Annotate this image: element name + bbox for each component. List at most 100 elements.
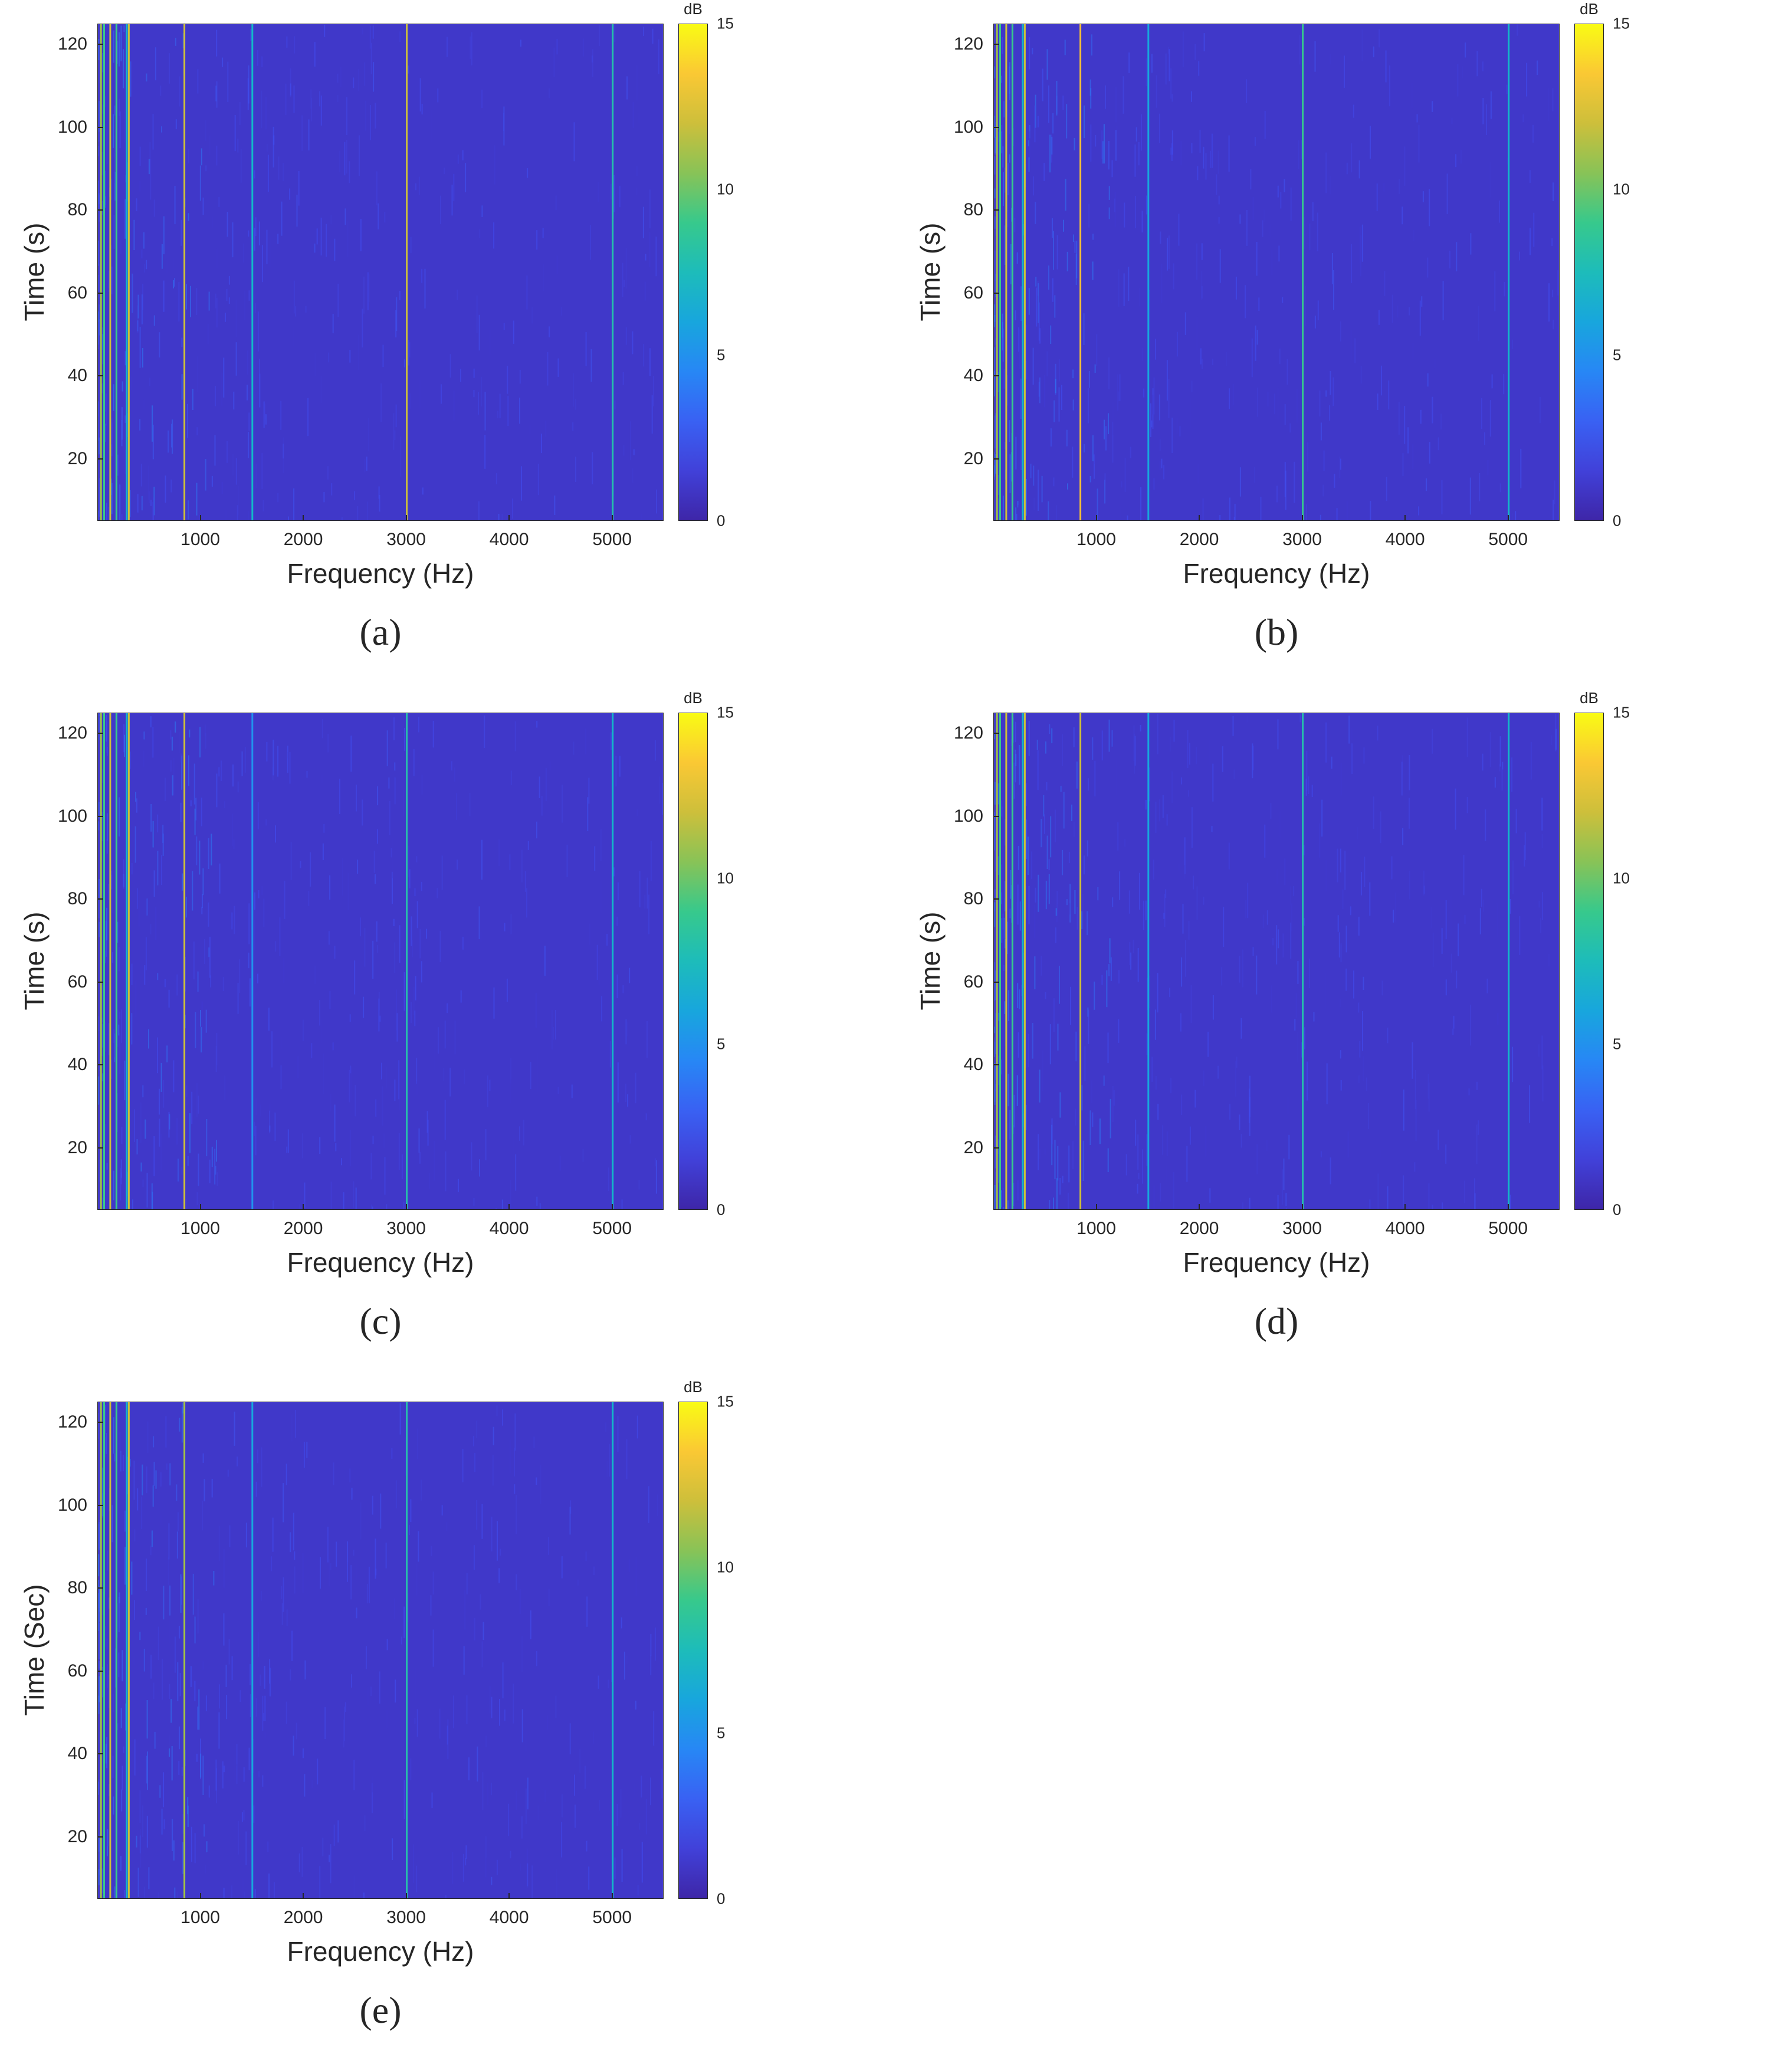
- spectral-line: [1012, 24, 1013, 521]
- x-tick-label: 3000: [386, 1908, 426, 1928]
- x-tick-label: 4000: [490, 1908, 529, 1928]
- colorbar-tick-label: 15: [717, 1393, 734, 1411]
- x-tick-label: 1000: [180, 1908, 220, 1928]
- x-axis-label: Frequency (Hz): [993, 1246, 1560, 1278]
- x-tick-label: 2000: [284, 1908, 323, 1928]
- y-tick-mark: [97, 44, 103, 45]
- colorbar-tick-label: 15: [1613, 15, 1630, 33]
- spectral-line: [126, 713, 127, 1210]
- x-tick-label: 1000: [180, 1219, 220, 1239]
- plot-area: [993, 713, 1560, 1210]
- y-tick-label: 40: [896, 1055, 983, 1075]
- y-tick-mark: [993, 1147, 999, 1149]
- x-tick-mark: [406, 1893, 407, 1899]
- spectral-line: [251, 1402, 253, 1899]
- x-tick-mark: [508, 1204, 510, 1210]
- y-tick-mark: [97, 209, 103, 211]
- spectral-line: [1079, 24, 1081, 521]
- y-tick-label: 100: [896, 117, 983, 137]
- x-tick-mark: [612, 1204, 613, 1210]
- spectrogram-image: [98, 24, 664, 521]
- y-tick-label: 20: [896, 449, 983, 469]
- y-tick-mark: [993, 375, 999, 376]
- y-tick-mark: [97, 1505, 103, 1506]
- y-tick-mark: [97, 1587, 103, 1589]
- spectral-line: [1024, 713, 1026, 1210]
- spectrogram-image: [994, 24, 1560, 521]
- panel-caption: (d): [993, 1300, 1560, 1343]
- spectral-line: [251, 24, 253, 521]
- y-tick-label: 40: [896, 366, 983, 386]
- spectrogram-image: [994, 713, 1560, 1210]
- y-tick-mark: [97, 1671, 103, 1672]
- y-tick-label: 120: [896, 34, 983, 54]
- y-tick-mark: [97, 293, 103, 294]
- y-tick-mark: [97, 733, 103, 734]
- y-tick-mark: [993, 816, 999, 817]
- x-tick-mark: [1199, 1204, 1200, 1210]
- spectral-line: [1147, 713, 1149, 1210]
- x-tick-mark: [508, 1893, 510, 1899]
- x-tick-mark: [1404, 515, 1406, 521]
- x-tick-label: 5000: [592, 1219, 632, 1239]
- x-tick-label: 2000: [1180, 530, 1219, 550]
- plot-area: [97, 24, 664, 521]
- colorbar-tick-label: 10: [717, 870, 734, 888]
- y-axis-label: Time (s): [18, 223, 50, 321]
- colorbar-tick-label: 5: [717, 1724, 725, 1743]
- spectral-line: [126, 24, 127, 521]
- x-tick-mark: [508, 515, 510, 521]
- x-tick-label: 2000: [284, 530, 323, 550]
- x-tick-mark: [200, 1893, 201, 1899]
- x-tick-label: 5000: [1488, 530, 1528, 550]
- spectral-line: [1005, 24, 1007, 521]
- colorbar-tick-label: 15: [717, 15, 734, 33]
- panel-caption: (e): [97, 1989, 664, 2032]
- y-tick-label: 120: [0, 1412, 87, 1432]
- colorbar-tick-label: 0: [717, 1201, 725, 1219]
- colorbar-tick-label: 10: [717, 181, 734, 199]
- spectral-line: [109, 713, 111, 1210]
- colorbar-tick-label: 0: [717, 512, 725, 530]
- spectrogram-image: [98, 713, 664, 1210]
- x-tick-mark: [200, 515, 201, 521]
- y-tick-label: 20: [896, 1138, 983, 1158]
- y-tick-mark: [97, 1836, 103, 1838]
- spectral-line: [183, 24, 185, 521]
- spectrogram-background: [98, 713, 664, 1210]
- spectral-line: [1302, 24, 1304, 521]
- colorbar-tick-label: 5: [1613, 346, 1621, 365]
- y-tick-mark: [993, 1064, 999, 1065]
- plot-area: [97, 1402, 664, 1899]
- colorbar: [1574, 24, 1604, 521]
- x-tick-mark: [303, 1893, 304, 1899]
- spectral-line: [1022, 713, 1023, 1210]
- spectral-line: [406, 1402, 408, 1899]
- colorbar-tick-label: 10: [1613, 870, 1630, 888]
- y-tick-label: 40: [0, 1055, 87, 1075]
- colorbar: [678, 24, 708, 521]
- spectral-line: [103, 24, 105, 521]
- colorbar-tick-label: 15: [717, 704, 734, 722]
- spectral-line: [1079, 713, 1081, 1210]
- panel-caption: (a): [97, 611, 664, 654]
- colorbar-unit-label: dB: [678, 0, 708, 18]
- colorbar: [678, 713, 708, 1210]
- spectral-line: [406, 713, 408, 1210]
- x-tick-label: 3000: [386, 530, 426, 550]
- spectral-line: [251, 713, 253, 1210]
- y-tick-mark: [97, 816, 103, 817]
- colorbar: [1574, 713, 1604, 1210]
- x-axis-label: Frequency (Hz): [97, 1935, 664, 1967]
- x-tick-mark: [303, 515, 304, 521]
- x-tick-mark: [303, 1204, 304, 1210]
- y-tick-mark: [97, 1753, 103, 1754]
- y-tick-mark: [993, 209, 999, 211]
- spectral-line: [128, 1402, 130, 1899]
- spectral-line: [128, 24, 130, 521]
- x-tick-label: 5000: [1488, 1219, 1528, 1239]
- colorbar-tick-label: 0: [1613, 1201, 1621, 1219]
- colorbar-tick-label: 5: [717, 1035, 725, 1054]
- spectral-line: [103, 1402, 105, 1899]
- spectral-line: [1005, 713, 1007, 1210]
